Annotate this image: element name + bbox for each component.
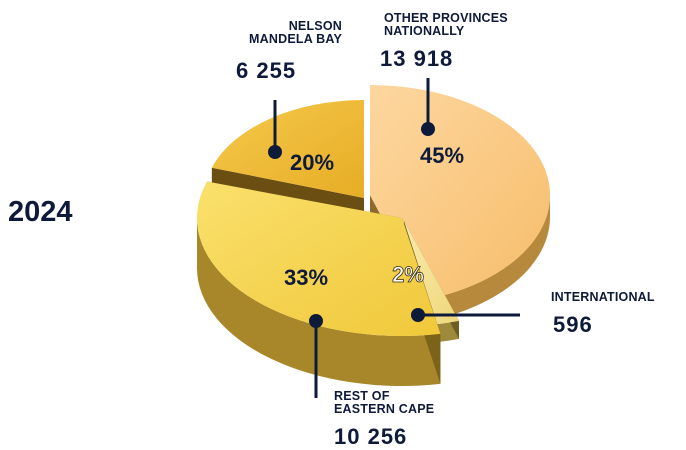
percent-intl: 2% — [392, 262, 424, 287]
label-nmb-line-1: NELSON — [288, 19, 342, 33]
label-other-line-1: OTHER PROVINCES — [384, 11, 508, 25]
value-nmb: 6 255 — [236, 58, 297, 83]
label-rec-line-1: REST OF — [334, 389, 390, 403]
label-other-line-2: NATIONALLY — [384, 24, 465, 38]
label-nmb: NELSON MANDELA BAY — [222, 20, 342, 46]
label-rec: REST OF EASTERN CAPE — [334, 390, 434, 416]
percent-rec: 33% — [284, 265, 328, 290]
leader-dot-intl — [411, 308, 425, 322]
slice-rec-top — [196, 181, 441, 336]
year-label: 2024 — [8, 196, 73, 228]
label-rec-line-2: EASTERN CAPE — [334, 402, 435, 416]
slice-rec-side — [197, 218, 441, 386]
percent-other: 45% — [420, 143, 464, 168]
value-intl: 596 — [553, 312, 593, 337]
label-other: OTHER PROVINCES NATIONALLY — [384, 12, 508, 38]
label-nmb-line-2: MANDELA BAY — [249, 32, 342, 46]
slice-intl-top — [404, 221, 460, 325]
label-intl: INTERNATIONAL — [551, 291, 655, 304]
slice-nmb-top — [211, 100, 364, 198]
leader-dot-nmb — [268, 145, 282, 159]
leader-dot-rec — [309, 314, 323, 328]
percent-nmb: 20% — [290, 150, 334, 175]
leader-dot-other — [421, 122, 435, 136]
label-intl-line-1: INTERNATIONAL — [551, 290, 655, 304]
value-other: 13 918 — [380, 46, 454, 71]
value-rec: 10 256 — [334, 424, 408, 449]
